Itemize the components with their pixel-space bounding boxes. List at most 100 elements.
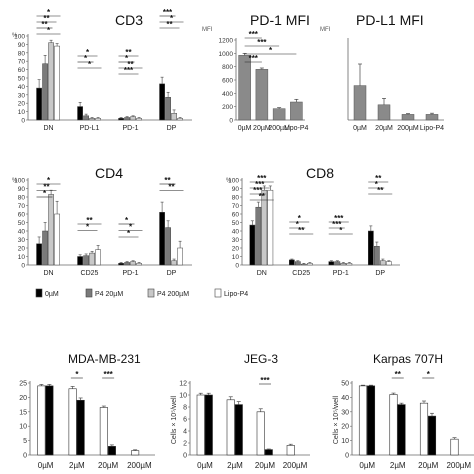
significance-marker: *: [375, 180, 379, 189]
bar: [130, 261, 136, 266]
significance-marker: **: [86, 216, 93, 225]
significance-marker: *: [296, 220, 300, 229]
bar: [89, 252, 95, 266]
y-tick-label: 12: [179, 381, 187, 388]
significance-marker: ***: [255, 180, 265, 189]
y-tick-label: 30: [18, 92, 26, 99]
significance-marker: ***: [103, 370, 113, 379]
y-tick-label: 10: [18, 254, 26, 261]
bar: [159, 212, 165, 266]
x-tick-label: DP: [375, 270, 385, 277]
bar: [83, 115, 89, 121]
significance-marker: ***: [163, 8, 173, 17]
significance-marker: ***: [334, 214, 344, 223]
y-tick-label: 0: [21, 118, 25, 125]
bar: [165, 97, 171, 121]
significance-marker: ***: [332, 220, 342, 229]
bar: [171, 260, 177, 266]
bar: [377, 104, 391, 121]
significance-marker: **: [41, 20, 48, 29]
x-tick-label: PD-L1: [80, 125, 100, 132]
significance-marker: *: [75, 370, 79, 379]
bar: [131, 450, 140, 456]
y-tick-label: 50: [18, 76, 26, 83]
y-tick-label: 20: [341, 424, 349, 431]
bar: [255, 206, 262, 266]
y-tick-label: 100: [228, 178, 239, 185]
bar: [397, 404, 406, 456]
y-tick-label: 10: [19, 424, 27, 431]
x-tick-label: PD-1: [123, 270, 139, 277]
significance-marker: *: [298, 214, 302, 223]
significance-marker: ***: [124, 66, 134, 75]
x-tick-label: 2µM: [390, 461, 406, 470]
y-tick-label: 4: [183, 429, 187, 436]
y-tick-label: 600: [222, 78, 233, 85]
x-tick-label: 2µM: [227, 461, 243, 470]
bar: [54, 45, 60, 121]
significance-marker: **: [43, 14, 50, 23]
y-axis-label: Cells × 10⁵/well: [333, 395, 340, 444]
bar: [124, 117, 130, 121]
bar: [48, 42, 54, 121]
significance-marker: *: [125, 216, 129, 225]
y-tick-label: 25: [19, 381, 27, 388]
x-tick-label: 0µM: [353, 125, 367, 132]
legend-label: P4 20µM: [95, 291, 123, 298]
bar: [177, 118, 183, 121]
bar: [95, 118, 101, 121]
y-tick-label: 80: [18, 195, 26, 202]
significance-marker: **: [164, 176, 171, 185]
bar: [42, 63, 48, 121]
x-tick-label: 20µM: [98, 461, 119, 470]
bar: [261, 189, 268, 266]
bar: [37, 385, 46, 456]
bar: [130, 116, 136, 121]
significance-marker: **: [125, 48, 132, 57]
y-tick-label: 2: [183, 441, 187, 448]
legend-label: Lipo-P4: [224, 291, 248, 298]
bar: [249, 224, 256, 266]
bar: [340, 263, 347, 266]
chart-7: Karpas 707H Cells × 10⁵/well 0 10 20 30 40 50 0µ…: [333, 352, 474, 470]
bar: [77, 106, 83, 121]
bar: [255, 69, 269, 121]
bar: [36, 87, 42, 121]
bar: [83, 255, 89, 266]
y-tick-label: 50: [18, 220, 26, 227]
y-axis-label: MFI: [202, 27, 213, 33]
significance-marker: *: [427, 370, 431, 379]
y-tick-label: 1000: [219, 51, 234, 58]
y-tick-label: 5: [23, 438, 27, 445]
significance-marker: *: [47, 8, 51, 17]
y-tick-label: 30: [18, 237, 26, 244]
legend-label: 0µM: [45, 291, 59, 298]
x-tick-label: DN: [257, 270, 267, 277]
chart-title: PD-1 MFI: [250, 12, 310, 28]
bar: [380, 260, 386, 266]
bar: [366, 385, 376, 456]
legend-label: P4 200µM: [157, 291, 189, 298]
x-tick-label: CD25: [81, 270, 99, 277]
significance-marker: *: [269, 46, 273, 55]
y-tick-label: 60: [18, 67, 26, 74]
bar: [328, 261, 335, 266]
legend: 0µM P4 20µM P4 200µM Lipo-P4: [35, 288, 248, 298]
bar: [374, 246, 380, 266]
y-tick-label: 80: [18, 50, 26, 57]
y-tick-label: 0: [183, 453, 187, 460]
bar: [234, 404, 243, 456]
bar: [286, 445, 295, 456]
bar: [295, 261, 301, 266]
y-tick-label: 400: [222, 91, 233, 98]
x-tick-label: 200µM: [283, 461, 308, 470]
y-tick-label: 90: [18, 186, 26, 193]
bar: [48, 194, 54, 266]
x-tick-label: Lipo-P4: [420, 125, 444, 132]
bar: [264, 449, 273, 456]
x-tick-label: 0µM: [38, 461, 54, 470]
bar: [272, 108, 286, 121]
y-axis-label: %: [226, 178, 232, 184]
bar: [95, 249, 101, 266]
